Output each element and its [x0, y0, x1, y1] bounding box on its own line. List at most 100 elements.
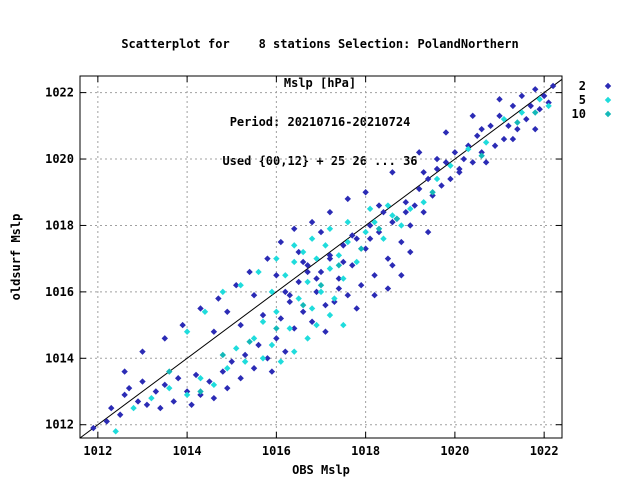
data-point-series-2 — [326, 208, 334, 216]
data-point-series-5 — [340, 321, 347, 329]
data-point-series-2 — [474, 132, 481, 139]
data-point-series-10 — [429, 189, 436, 196]
title-line-3: Period: 20210716-20210724 — [229, 115, 411, 129]
data-point-series-2 — [317, 228, 325, 236]
data-point-series-5 — [500, 115, 508, 123]
data-point-series-2 — [362, 189, 369, 196]
data-point-series-2 — [465, 142, 472, 149]
data-point-series-10 — [514, 119, 521, 126]
data-point-series-2 — [527, 102, 534, 110]
data-point-series-5 — [201, 308, 209, 315]
data-point-series-2 — [291, 225, 298, 232]
title-line-4: Used {00,12} + 25 26 ... 36 — [222, 154, 418, 168]
x-tick-label: 1014 — [173, 444, 202, 458]
data-point-series-2 — [487, 122, 494, 130]
data-point-series-2 — [286, 298, 293, 306]
data-point-series-5 — [331, 295, 338, 302]
data-point-series-5 — [233, 345, 240, 352]
data-point-series-5 — [326, 225, 334, 232]
data-point-series-2 — [496, 96, 503, 103]
data-point-series-5 — [291, 242, 298, 249]
data-point-series-5 — [295, 295, 302, 302]
data-point-series-2 — [161, 335, 168, 342]
y-tick-label: 1012 — [45, 418, 74, 432]
data-point-series-10 — [375, 225, 383, 232]
data-point-series-10 — [273, 325, 280, 332]
data-point-series-2 — [335, 275, 343, 282]
data-point-series-2 — [277, 315, 285, 322]
data-point-series-2 — [389, 169, 396, 176]
data-point-series-2 — [210, 394, 218, 402]
data-point-series-2 — [469, 112, 476, 120]
data-point-series-5 — [241, 358, 249, 365]
data-point-series-10 — [299, 301, 307, 309]
data-point-series-2 — [308, 318, 316, 325]
data-point-series-2 — [411, 202, 418, 209]
data-point-series-10 — [219, 351, 227, 359]
data-point-series-5 — [340, 275, 347, 282]
data-point-series-2 — [313, 288, 320, 296]
legend-label-10: 10 — [572, 107, 586, 121]
data-point-series-2 — [139, 348, 146, 355]
legend-label-2: 2 — [579, 79, 586, 93]
data-point-series-2 — [121, 391, 128, 399]
data-point-series-2 — [304, 268, 311, 276]
data-point-series-2 — [545, 99, 552, 106]
data-point-series-2 — [152, 388, 160, 395]
data-point-series-5 — [536, 96, 543, 103]
data-point-series-2 — [264, 355, 271, 362]
data-point-series-2 — [429, 192, 436, 199]
data-point-series-2 — [241, 351, 249, 359]
legend-marker-2 — [604, 82, 612, 90]
data-point-series-2 — [438, 182, 445, 189]
data-point-series-5 — [317, 288, 325, 296]
data-point-series-2 — [371, 291, 378, 299]
data-point-series-2 — [197, 305, 204, 312]
data-point-series-5 — [344, 238, 351, 246]
data-point-series-2 — [344, 291, 351, 299]
data-point-series-2 — [402, 208, 409, 216]
data-point-series-5 — [183, 328, 191, 335]
data-point-series-2 — [353, 235, 360, 242]
data-point-series-2 — [375, 228, 383, 236]
x-tick-label: 1020 — [440, 444, 469, 458]
data-point-series-2 — [384, 255, 392, 262]
data-point-series-2 — [460, 155, 468, 163]
data-point-series-2 — [540, 92, 548, 100]
data-point-series-5 — [398, 222, 405, 229]
data-point-series-2 — [398, 238, 405, 246]
legend-marker-10 — [604, 110, 612, 118]
data-point-series-5 — [362, 228, 369, 236]
data-point-series-2 — [349, 262, 356, 269]
x-tick-label: 1012 — [83, 444, 112, 458]
data-point-series-5 — [407, 205, 414, 213]
data-point-series-5 — [518, 109, 526, 116]
y-tick-label: 1022 — [45, 86, 74, 100]
data-point-series-2 — [188, 401, 195, 408]
data-point-series-2 — [447, 175, 454, 183]
grid-lines — [80, 76, 562, 438]
data-point-series-2 — [143, 401, 151, 408]
data-point-series-2 — [451, 149, 459, 156]
y-tick-label: 1014 — [45, 351, 74, 365]
data-point-series-2 — [322, 301, 329, 309]
data-point-series-2 — [299, 258, 307, 266]
x-tick-label: 1018 — [351, 444, 380, 458]
y-axis-label: oldsurf Mslp — [9, 214, 23, 301]
data-point-series-5 — [299, 248, 307, 256]
data-point-series-5 — [259, 355, 267, 362]
data-point-series-2 — [384, 285, 392, 292]
data-point-series-2 — [125, 384, 133, 392]
data-point-series-5 — [273, 308, 280, 315]
data-point-series-2 — [415, 185, 423, 193]
data-point-series-2 — [478, 149, 485, 156]
data-point-series-2 — [291, 325, 298, 332]
data-point-series-2 — [509, 135, 517, 143]
data-point-series-2 — [415, 149, 423, 156]
data-point-series-2 — [326, 255, 334, 262]
data-point-series-2 — [340, 242, 347, 249]
data-point-series-5 — [389, 212, 396, 219]
data-point-series-2 — [371, 272, 378, 279]
data-point-series-5 — [255, 268, 262, 276]
